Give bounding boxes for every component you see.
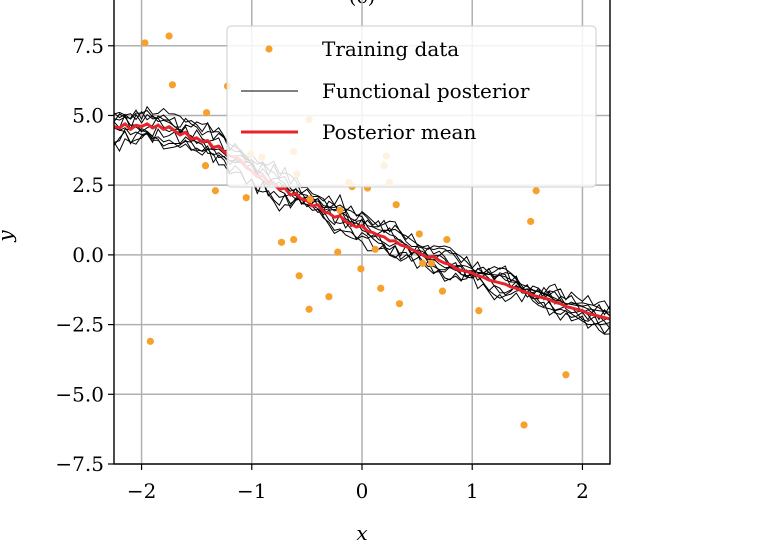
y-tick-label: −5.0	[55, 382, 104, 406]
training-data-point	[392, 201, 400, 209]
posterior-sample-line	[114, 126, 610, 313]
y-tick-label: −2.5	[55, 313, 104, 337]
training-data-point	[306, 195, 314, 203]
y-axis-label: y	[0, 230, 17, 243]
training-data-point	[377, 284, 385, 292]
y-tick-label: 2.5	[72, 173, 104, 197]
posterior-mean-line	[114, 122, 610, 321]
training-data-point	[527, 217, 535, 226]
y-tick-label: 5.0	[72, 103, 104, 127]
training-data-point	[427, 259, 436, 267]
x-axis-label: x	[356, 521, 367, 545]
x-tick-label: −1	[237, 479, 266, 503]
y-tick-label: −7.5	[55, 452, 104, 476]
training-data-point	[475, 307, 483, 315]
y-tick-label: 7.5	[72, 34, 104, 58]
training-data-point	[562, 371, 570, 379]
training-data-point	[168, 81, 177, 89]
legend-posterior-label: Functional posterior	[322, 79, 530, 103]
training-data-point	[201, 162, 210, 170]
legend: Training data Functional posterior Poste…	[226, 25, 597, 188]
training-data-point	[325, 293, 333, 301]
legend-training-marker	[265, 45, 273, 53]
training-data-point	[146, 337, 154, 345]
training-data-point	[438, 287, 447, 295]
training-data-point	[532, 187, 540, 195]
training-data-point	[295, 272, 303, 280]
x-tick-label: 2	[576, 479, 589, 503]
axes: −2 −1 0 1 2 −7.5 −5.0 −2.5 0.0 2.5 5.0 7.5	[55, 34, 588, 503]
plot-series	[114, 32, 610, 429]
training-data-point	[141, 39, 149, 47]
training-data-point	[242, 194, 250, 202]
training-data-point	[202, 109, 211, 117]
training-data-point	[395, 300, 404, 308]
training-data-point	[165, 32, 173, 40]
training-data-point	[336, 206, 344, 214]
training-data-point	[211, 187, 220, 195]
x-tick-label: 1	[466, 479, 479, 503]
legend-mean-label: Posterior mean	[322, 120, 476, 144]
x-tick-label: −2	[127, 479, 156, 503]
training-data-point	[419, 259, 427, 267]
training-data-point	[277, 238, 286, 246]
training-data-point	[415, 230, 423, 238]
legend-box	[226, 25, 597, 188]
training-data-point	[334, 248, 342, 256]
training-data-point	[305, 305, 313, 313]
training-data-point	[443, 235, 451, 244]
y-tick-label: 0.0	[72, 243, 104, 267]
training-data-point	[520, 421, 528, 429]
posterior-sample-line	[114, 128, 610, 335]
posterior-sample-line	[114, 110, 610, 316]
training-data-point	[371, 245, 379, 253]
x-tick-label: 0	[356, 479, 369, 503]
posterior-sample-line	[114, 113, 610, 321]
training-data-point	[290, 235, 298, 244]
legend-training-label: Training data	[322, 37, 459, 61]
training-data-point	[357, 265, 365, 273]
